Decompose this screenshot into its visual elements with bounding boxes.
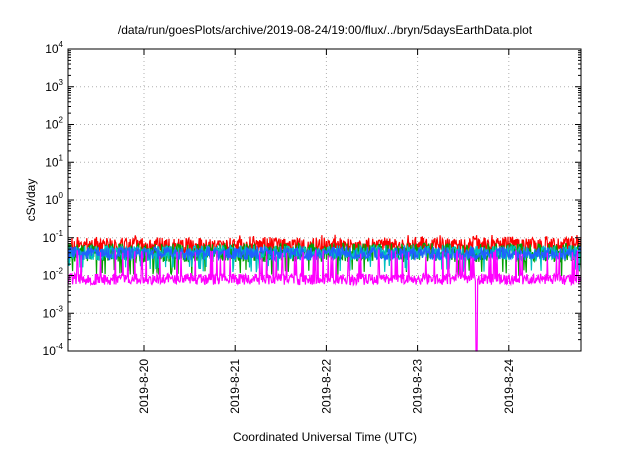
x-tick-label: 2019-8-20 [137,359,151,414]
y-tick-label: 10-4 [43,342,64,358]
ticks: 10-4 10-3 10-2 10-1 100 101 102 103 104 2019-8-20… [43,40,581,414]
y-tick-label: 101 [45,153,63,169]
x-tick-label: 2019-8-22 [319,359,333,414]
y-tick-label: 104 [45,40,63,56]
x-tick-label: 2019-8-21 [228,359,242,414]
y-tick-label: 100 [45,191,63,207]
series-group [67,234,582,352]
y-tick-label: 103 [45,78,63,94]
y-tick-label: 10-3 [43,304,64,320]
y-tick-label: 10-1 [43,229,64,245]
y-tick-label: 10-2 [43,267,64,283]
x-tick-label: 2019-8-23 [411,359,425,414]
y-tick-label: 102 [45,116,63,132]
x-tick-label: 2019-8-24 [502,359,516,414]
series-line [67,249,582,352]
x-axis-label: Coordinated Universal Time (UTC) [233,430,417,444]
y-axis-label: cSv/day [24,179,38,222]
chart-title: /data/run/goesPlots/archive/2019-08-24/1… [118,23,533,37]
